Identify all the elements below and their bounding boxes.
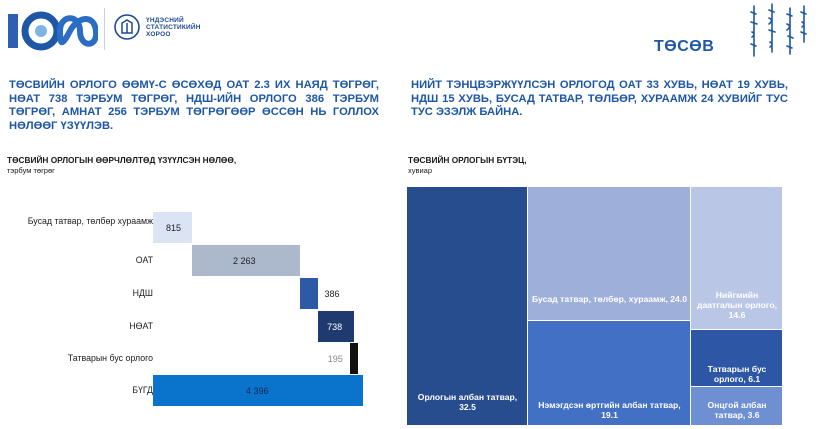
treemap-cell [691, 330, 783, 387]
waterfall-bar [349, 343, 358, 374]
waterfall-category-label: ОАТ [135, 255, 153, 265]
treemap-cell [691, 187, 783, 330]
waterfall-bar [318, 311, 354, 342]
waterfall-bar [153, 375, 363, 406]
mongolian-script-logo [750, 3, 807, 57]
waterfall-value-label: 2 263 [232, 256, 256, 266]
treemap-cell [528, 321, 691, 426]
treemap-cell [691, 387, 783, 426]
treemap-chart-subtitle: хувиар [408, 166, 433, 175]
anniversary-100-logo [8, 11, 98, 51]
org-name-line: ХОРОО [146, 31, 171, 38]
waterfall-chart-subtitle: тэрбум төгрөг [7, 166, 55, 175]
org-name-line: СТАТИСТИКИЙН [146, 24, 201, 31]
waterfall-bar [191, 245, 301, 276]
header-divider [104, 8, 105, 50]
org-name: ҮНДЭСНИЙ СТАТИСТИКИЙН ХОРОО [146, 17, 201, 38]
treemap-cell-label: Орлогын албан татвар, 32.5 [417, 392, 518, 412]
treemap-cell-label: Нийгмийн даатгалын орлого, 14.6 [697, 290, 777, 320]
waterfall-chart: Бусад татвар, төлбөр хураамж 815 ОАТ 2 263 Н… [0, 0, 400, 429]
waterfall-category-label: Татварын бус орлого [67, 353, 153, 363]
nso-emblem-icon [114, 14, 140, 40]
treemap-cell-label: Татварын бус орлого, 6.1 [707, 364, 767, 384]
org-name-line: ҮНДЭСНИЙ [146, 17, 184, 24]
page-title: ТӨСӨВ [654, 38, 715, 55]
waterfall-category-label: БҮГД [132, 385, 153, 395]
treemap-cell-label: Нэмэгдсэн өртгийн албан татвар, 19.1 [538, 400, 681, 420]
waterfall-bar [300, 278, 319, 309]
waterfall-value-label: 738 [327, 322, 343, 332]
intro-text-left: ТӨСВИЙН ОРЛОГО ӨӨМҮ-С ӨСӨХӨД ОАТ 2.3 ИХ … [9, 79, 379, 132]
treemap-cell [528, 187, 691, 321]
waterfall-category-label: НДШ [132, 288, 153, 298]
waterfall-value-label: 815 [166, 223, 182, 233]
treemap-cell [407, 187, 528, 426]
waterfall-category-label: НӨАТ [129, 321, 153, 331]
treemap-cell-label: Бусад татвар, төлбөр, хураамж, 24.0 [531, 294, 687, 304]
treemap-cell-label: Онцгой албан татвар, 3.6 [707, 400, 767, 420]
intro-text-right: НИЙТ ТЭНЦВЭРЖҮҮЛСЭН ОРЛОГОД ОАТ 33 ХУВЬ,… [411, 79, 788, 118]
waterfall-value-label: 386 [324, 289, 340, 299]
waterfall-bar [153, 212, 192, 243]
waterfall-chart-title: ТӨСВИЙН ОРЛОГЫН ӨӨРЧЛӨЛТӨД ҮЗҮҮЛСЭН НӨЛӨ… [7, 155, 237, 165]
waterfall-value-label: 4 396 [246, 386, 269, 396]
waterfall-category-label: Бусад татвар, төлбөр хураамж [27, 216, 153, 226]
treemap-chart-title: ТӨСВИЙН ОРЛОГЫН БҮТЭЦ, [408, 155, 527, 165]
waterfall-value-label: 195 [327, 354, 343, 364]
